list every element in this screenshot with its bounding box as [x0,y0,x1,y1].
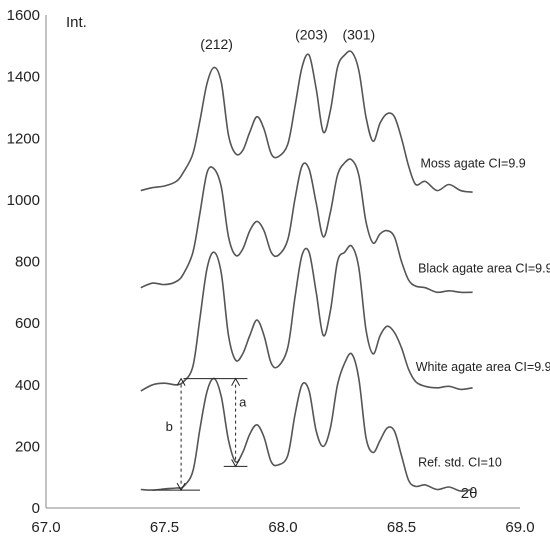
series-line [140,244,473,392]
y-tick-label: 800 [15,254,40,271]
peak-label: (203) [295,27,328,43]
annotation-label-b: b [166,419,173,434]
y-tick-label: 400 [15,377,40,394]
y-tick-label: 0 [32,500,40,517]
y-axis-title: Int. [66,14,87,31]
x-tick-label: 68.0 [268,519,297,536]
peak-labels: (212) (203) (301) [200,27,375,52]
series-lines [140,50,473,492]
y-tick-label: 1600 [7,7,40,24]
y-tick-label: 1000 [7,192,40,209]
annotation-label-a: a [239,394,247,409]
annotations: b a [152,377,248,492]
series-label: White agate area CI=9.9 [416,360,550,374]
series-label: Black agate area CI=9.9 [418,261,550,275]
y-tick-label: 200 [15,438,40,455]
x-tick-label: 67.0 [31,519,60,536]
axes [45,15,520,509]
x-tick-label: 68.5 [387,519,416,536]
peak-label: (212) [200,36,233,52]
arrow-b-head-top [176,377,186,386]
arrow-a-head-bottom [231,459,241,468]
y-tick-label: 1400 [7,69,40,86]
x-axis-title: 2θ [461,485,478,502]
series-labels: Moss agate CI=9.9 Black agate area CI=9.9… [416,157,550,470]
x-tick-labels: 67.0 67.5 68.0 68.5 69.0 [31,519,534,536]
y-tick-labels: 0 200 400 600 800 1000 1200 1400 1600 [7,7,40,517]
series-label: Moss agate CI=9.9 [420,157,525,171]
arrow-a-head-top [231,377,241,386]
x-tick-label: 69.0 [505,519,534,536]
series-line [140,352,473,492]
peak-label: (301) [342,27,375,43]
series-line [140,50,473,193]
series-line [140,158,473,294]
series-label: Ref. std. CI=10 [418,455,502,469]
y-tick-label: 600 [15,315,40,332]
y-tick-label: 1200 [7,130,40,147]
x-tick-label: 67.5 [150,519,179,536]
arrow-b-head-bottom [176,482,186,492]
